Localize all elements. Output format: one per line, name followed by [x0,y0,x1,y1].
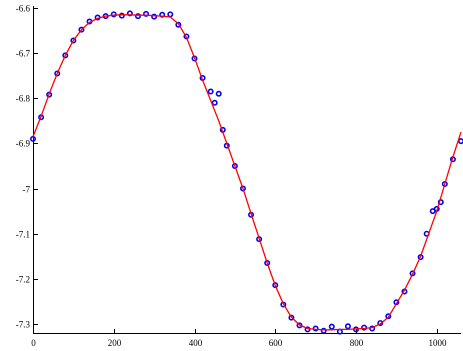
data-point [264,260,271,267]
data-point [167,11,174,18]
data-point [215,90,222,97]
data-point [239,185,246,192]
y-tick-label: -6.7 [16,49,31,59]
data-point [288,314,295,321]
data-point [328,323,335,330]
x-tick-label: 200 [108,338,122,348]
data-point [207,88,214,95]
y-tick-label: -6.9 [16,139,31,149]
data-point [175,21,182,28]
data-point [134,13,141,20]
data-point [344,323,351,330]
x-tick-label: 800 [350,338,364,348]
data-point [54,70,61,77]
data-point [110,11,117,18]
data-marker-series [29,10,463,335]
data-point [458,138,463,145]
fit-line [32,14,462,331]
data-point [385,313,392,320]
series-layer [29,10,463,335]
x-ticks: 0 200 400 600 800 1000 [31,329,447,348]
y-tick-label: -7.1 [16,230,30,240]
x-tick-label: 0 [31,338,36,348]
data-point [70,37,77,44]
data-point [62,52,69,59]
y-ticks: -6.6 -6.7 -6.8 -6.9 -7 -7.1 -7.2 -7.3 [16,4,38,330]
data-point [377,320,384,327]
y-tick-label: -7.3 [16,320,31,330]
data-point [437,199,444,206]
x-tick-label: 1000 [429,338,448,348]
data-point [29,135,36,142]
data-point [211,99,218,106]
x-tick-label: 600 [269,338,283,348]
y-tick-label: -7 [23,185,31,195]
data-point [312,325,319,332]
data-point [78,26,85,33]
data-point [361,324,368,331]
data-point [159,11,166,18]
data-point [118,12,125,19]
y-tick-label: -7.2 [16,275,30,285]
data-point [126,10,133,17]
data-point [143,10,150,17]
y-tick-label: -6.8 [16,94,31,104]
data-point [272,282,279,289]
chart-axes [33,6,461,334]
data-point [231,162,238,169]
data-point [320,327,327,334]
data-point [151,13,158,20]
x-tick-label: 400 [189,338,203,348]
y-tick-label: -6.6 [16,4,31,14]
